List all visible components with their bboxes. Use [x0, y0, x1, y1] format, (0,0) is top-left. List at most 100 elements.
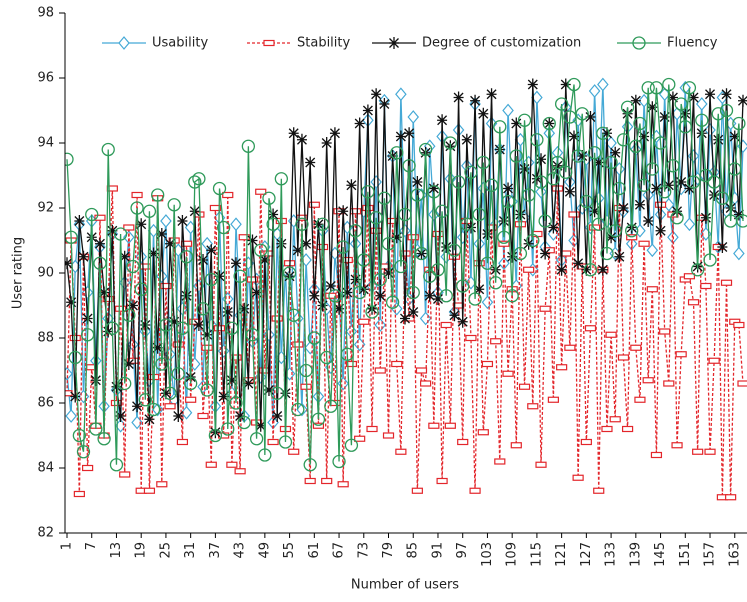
marker — [412, 176, 423, 188]
axes: 82 84 86 88 90 92 94 96 98 1 7 13 19 25 31 37 43 49 55 61 67… — [37, 6, 747, 567]
marker — [164, 403, 176, 410]
marker — [282, 266, 297, 280]
marker — [342, 286, 353, 299]
marker — [143, 487, 156, 494]
marker — [118, 36, 130, 50]
marker — [136, 218, 147, 231]
marker — [398, 207, 412, 222]
marker — [449, 309, 460, 322]
marker — [654, 201, 667, 208]
x-tick-label: 97 — [455, 542, 470, 559]
marker — [229, 396, 243, 410]
marker — [65, 409, 77, 423]
x-tick-label: 85 — [406, 542, 421, 559]
marker — [274, 172, 288, 186]
marker — [642, 377, 654, 384]
marker — [317, 299, 328, 312]
marker — [428, 182, 439, 195]
marker — [670, 211, 684, 225]
marker — [358, 283, 369, 296]
marker — [473, 236, 485, 251]
marker — [254, 243, 268, 257]
marker — [131, 191, 143, 199]
marker — [432, 230, 444, 238]
marker — [540, 247, 551, 260]
marker — [270, 386, 284, 400]
marker — [113, 227, 128, 241]
marker — [122, 308, 136, 322]
marker — [738, 94, 747, 107]
marker — [464, 165, 478, 179]
marker — [650, 451, 663, 459]
marker — [375, 289, 386, 302]
marker — [198, 254, 209, 266]
marker — [733, 246, 745, 261]
marker — [420, 380, 432, 387]
marker — [703, 253, 717, 267]
marker — [311, 412, 326, 426]
marker — [374, 367, 386, 374]
marker — [304, 477, 316, 485]
marker — [502, 103, 514, 118]
marker — [188, 175, 202, 189]
marker — [176, 438, 189, 446]
marker — [517, 113, 532, 127]
marker — [221, 422, 235, 436]
marker — [262, 191, 276, 205]
x-tick-label: 43 — [233, 542, 248, 559]
marker — [733, 208, 744, 221]
marker — [720, 279, 733, 286]
marker — [156, 228, 167, 240]
marker — [451, 175, 466, 189]
marker — [695, 113, 709, 127]
marker — [287, 308, 301, 322]
marker — [708, 357, 720, 364]
x-tick-label: 121 — [554, 542, 569, 567]
marker — [674, 97, 688, 111]
marker — [440, 321, 452, 329]
marker — [414, 246, 429, 261]
x-tick-label: 115 — [529, 542, 544, 567]
marker — [374, 318, 387, 332]
marker — [437, 114, 448, 127]
y-tick-label: 90 — [37, 266, 54, 281]
series — [65, 77, 747, 472]
marker — [733, 321, 745, 329]
marker — [707, 175, 721, 189]
marker — [513, 246, 528, 261]
marker — [110, 399, 123, 407]
marker — [208, 428, 223, 443]
marker — [118, 376, 132, 391]
marker — [171, 367, 185, 381]
marker — [101, 142, 115, 157]
marker — [65, 257, 72, 270]
marker — [235, 410, 246, 422]
marker — [361, 185, 375, 199]
marker — [653, 136, 668, 150]
marker — [385, 295, 400, 309]
marker — [593, 487, 605, 494]
marker — [428, 207, 440, 222]
marker — [321, 477, 333, 485]
marker — [472, 207, 486, 222]
marker — [709, 189, 720, 201]
marker — [597, 263, 608, 276]
marker — [474, 283, 485, 296]
marker — [295, 217, 309, 231]
marker — [354, 435, 366, 442]
marker — [373, 272, 387, 287]
marker — [699, 168, 713, 183]
marker — [736, 214, 747, 228]
marker — [646, 286, 658, 293]
marker — [589, 205, 600, 218]
marker — [175, 321, 190, 335]
marker — [357, 253, 371, 267]
marker — [719, 103, 734, 118]
marker — [468, 292, 482, 306]
marker — [679, 80, 692, 95]
marker — [344, 438, 359, 452]
marker — [638, 240, 650, 247]
marker — [443, 136, 457, 150]
marker — [321, 137, 332, 149]
marker — [276, 237, 287, 250]
